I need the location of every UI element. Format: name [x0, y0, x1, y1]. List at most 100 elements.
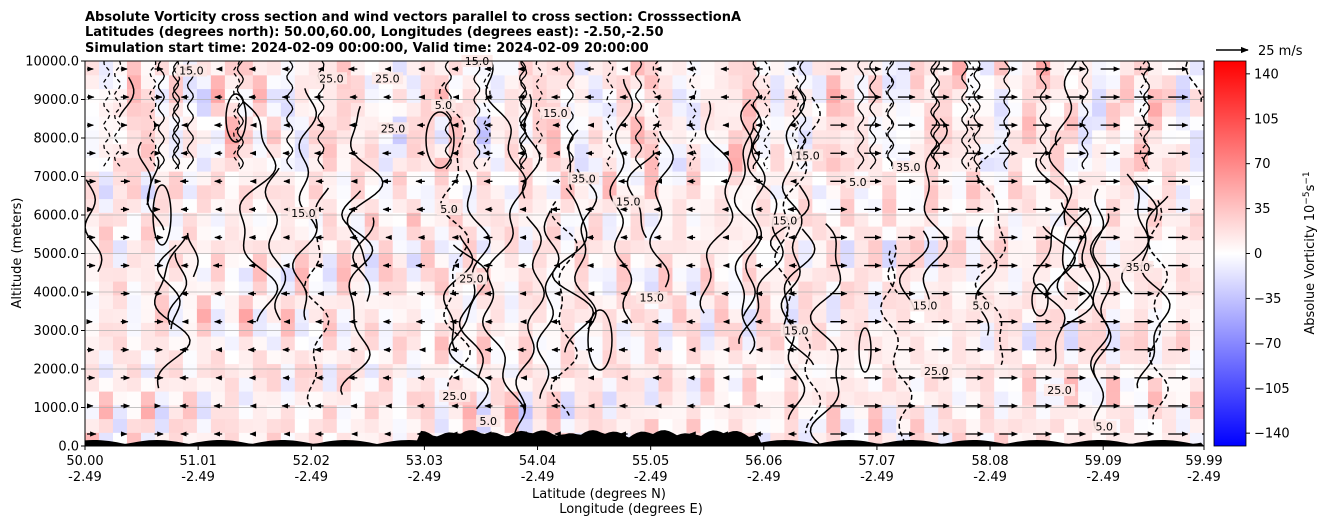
vorticity-cell [798, 116, 813, 131]
vorticity-cell [966, 226, 981, 241]
vorticity-cell [336, 363, 352, 378]
vorticity-cell [994, 377, 1009, 392]
vorticity-cell [994, 184, 1009, 200]
vorticity-cell [686, 267, 702, 282]
contour-line [780, 87, 806, 420]
vorticity-cell [210, 294, 226, 310]
vorticity-cell [140, 322, 156, 337]
vorticity-cell [476, 349, 492, 365]
vorticity-cell [420, 143, 436, 158]
vorticity-cell [896, 74, 911, 90]
vorticity-cell [336, 198, 352, 213]
vorticity-cell [728, 418, 744, 433]
vorticity-cell [308, 267, 324, 282]
vorticity-cell [1120, 102, 1135, 117]
vorticity-cell [868, 157, 883, 172]
vorticity-cell [742, 418, 757, 433]
vorticity-cell [700, 171, 716, 186]
vorticity-cell [112, 294, 128, 310]
vorticity-cell [126, 239, 142, 255]
vorticity-cell [938, 74, 953, 90]
vorticity-cell [392, 143, 408, 158]
vorticity-cell [1162, 102, 1177, 117]
vorticity-cell [378, 143, 394, 158]
vorticity-cell [714, 363, 730, 378]
vorticity-cell [532, 253, 548, 268]
vorticity-cell [434, 336, 450, 351]
vorticity-cell [1148, 143, 1163, 158]
vorticity-cell [728, 377, 744, 392]
vorticity-cell [602, 294, 618, 310]
vorticity-cell [350, 404, 366, 420]
vorticity-cell [1050, 294, 1065, 310]
vorticity-cell [1050, 336, 1065, 351]
vorticity-cell [406, 198, 422, 213]
colorbar-tick-label: −35 [1254, 292, 1281, 307]
vorticity-cell [1190, 61, 1204, 76]
vorticity-cell [112, 308, 128, 323]
vorticity-cell [266, 418, 282, 433]
contour-label-bg [567, 172, 600, 185]
vorticity-cell [882, 198, 897, 213]
contour-line [1042, 225, 1076, 299]
vorticity-cell [98, 226, 114, 241]
vorticity-cell [812, 267, 827, 282]
vorticity-cell [504, 143, 520, 158]
vorticity-cell [434, 377, 450, 392]
vorticity-cell [420, 377, 436, 392]
vorticity-cell [1008, 377, 1023, 392]
vorticity-cell [168, 308, 184, 323]
vorticity-cell [85, 336, 100, 351]
vorticity-cell [672, 129, 688, 145]
vorticity-cell [392, 212, 408, 227]
vorticity-cell [756, 239, 771, 255]
vorticity-cell [196, 349, 212, 365]
vorticity-cell [826, 74, 841, 90]
vorticity-cell [210, 198, 226, 213]
vorticity-cell [798, 171, 813, 186]
vorticity-cell [700, 143, 716, 158]
vorticity-cell [1176, 391, 1191, 406]
vorticity-cell [280, 239, 296, 255]
vorticity-cell [868, 391, 883, 406]
vorticity-cell [280, 377, 296, 392]
vorticity-cell [728, 88, 744, 103]
vorticity-cell [266, 129, 282, 145]
vorticity-cell [98, 239, 114, 255]
vorticity-cell [210, 74, 226, 90]
vorticity-cell [770, 363, 785, 378]
vorticity-cell [700, 212, 716, 227]
vorticity-cell [588, 336, 604, 351]
vorticity-cell [490, 363, 506, 378]
vorticity-cell [126, 198, 142, 213]
vorticity-cell [868, 239, 883, 255]
vorticity-cell [854, 198, 869, 213]
vorticity-cell [1106, 239, 1121, 255]
contour-label: 5.0 [479, 415, 497, 428]
vorticity-cell [378, 198, 394, 213]
vorticity-cell [798, 239, 813, 255]
vorticity-cell [1106, 349, 1121, 365]
vorticity-cell [266, 267, 282, 282]
vorticity-cell [1162, 418, 1177, 433]
vorticity-cell [700, 363, 716, 378]
vorticity-cell [658, 336, 674, 351]
vorticity-cell [85, 74, 100, 90]
vorticity-cell [686, 308, 702, 323]
vorticity-cell [364, 377, 380, 392]
y-tick-label: 9000.0 [34, 93, 80, 108]
vorticity-cell [1120, 349, 1135, 365]
vorticity-cell [364, 171, 380, 186]
vorticity-cell [798, 418, 813, 433]
vorticity-cell [588, 418, 604, 433]
vorticity-cell [924, 253, 939, 268]
vorticity-cell [462, 226, 478, 241]
vorticity-cell [448, 157, 464, 172]
vorticity-cell [672, 61, 688, 76]
vorticity-cell [826, 267, 841, 282]
vorticity-cell [196, 157, 212, 172]
vorticity-cell [938, 116, 953, 131]
vorticity-cell [504, 308, 520, 323]
vorticity-cell [1190, 253, 1204, 268]
